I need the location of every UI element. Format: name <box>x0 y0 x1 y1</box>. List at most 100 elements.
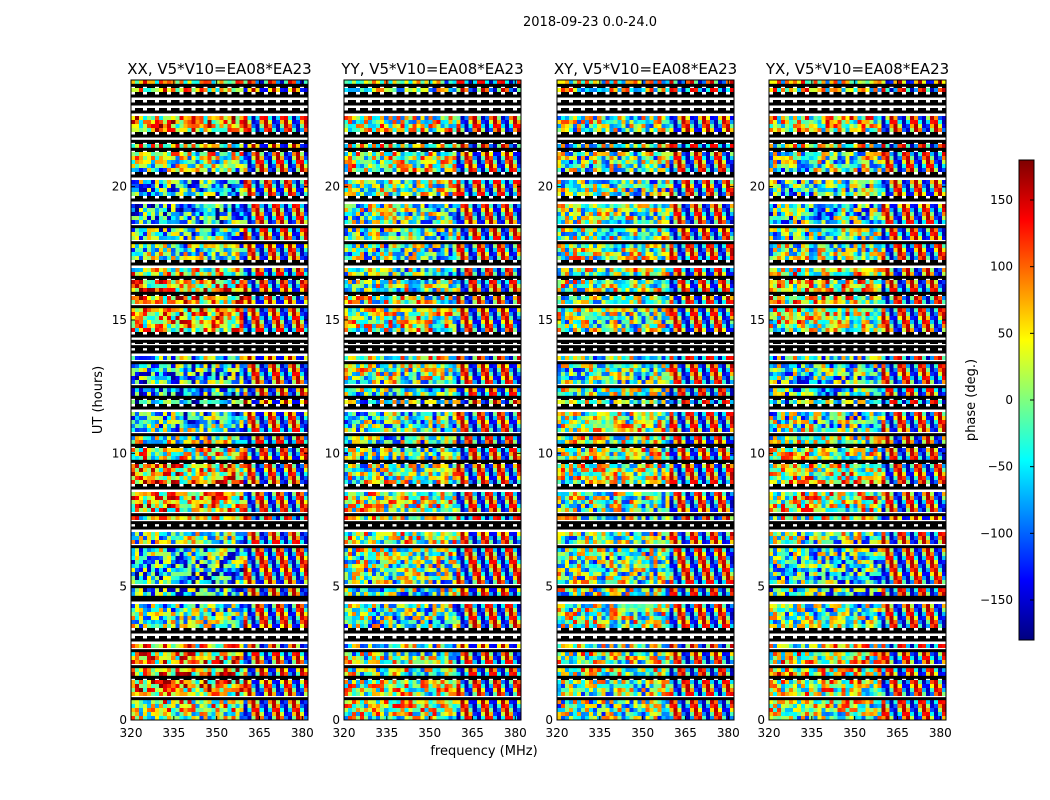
flagged-row <box>344 102 521 106</box>
flagged-row <box>131 94 308 98</box>
flagged-row <box>344 598 521 602</box>
y-tick-label: 0 <box>119 713 127 727</box>
flagged-row <box>344 665 521 669</box>
flagged-row <box>557 339 734 343</box>
flagged-row <box>557 595 734 599</box>
flagged-row <box>557 585 734 589</box>
y-tick-label: 15 <box>112 313 127 327</box>
flagged-row <box>131 526 308 530</box>
flagged-row <box>769 486 946 490</box>
y-tick-label: 0 <box>545 713 553 727</box>
flagged-row <box>344 406 521 410</box>
flagged-row <box>131 486 308 490</box>
flagged-row <box>769 94 946 98</box>
flagged-row <box>344 361 521 365</box>
flagged-row <box>131 697 308 701</box>
flagged-row <box>131 513 308 517</box>
flagged-row <box>557 83 734 87</box>
flagged-row <box>557 443 734 447</box>
flagged-row <box>344 198 521 202</box>
flagged-row <box>344 147 521 151</box>
y-tick-label: 0 <box>757 713 765 727</box>
flagged-row <box>769 675 946 679</box>
flagged-row <box>769 291 946 295</box>
flagged-row <box>344 638 521 642</box>
flagged-row <box>769 241 946 245</box>
flagged-row <box>344 139 521 143</box>
panel-heatmap <box>131 80 308 720</box>
x-tick-label: 320 <box>333 726 356 740</box>
x-tick-label: 335 <box>162 726 185 740</box>
colorbar-label: phase (deg.) <box>964 359 979 441</box>
flagged-row <box>344 345 521 349</box>
flagged-row <box>557 241 734 245</box>
flagged-row <box>344 443 521 447</box>
panel-frame <box>556 79 735 721</box>
flagged-row <box>344 110 521 114</box>
flagged-row <box>344 649 521 653</box>
flagged-row <box>557 675 734 679</box>
flagged-row <box>344 305 521 309</box>
flagged-row <box>769 110 946 114</box>
x-tick-label: 365 <box>886 726 909 740</box>
x-tick-label: 380 <box>291 726 314 740</box>
y-tick-label: 20 <box>538 180 553 194</box>
y-tick-label: 20 <box>112 180 127 194</box>
flagged-row <box>557 545 734 549</box>
flagged-row <box>344 630 521 634</box>
flagged-row <box>557 291 734 295</box>
y-tick-label: 15 <box>750 313 765 327</box>
flagged-row <box>557 102 734 106</box>
flagged-row <box>557 433 734 437</box>
flagged-row <box>131 385 308 389</box>
flagged-row <box>131 521 308 525</box>
flagged-row <box>344 521 521 525</box>
flagged-row <box>344 334 521 338</box>
flagged-row <box>344 241 521 245</box>
flagged-row <box>557 638 734 642</box>
panel-heatmap <box>344 80 521 720</box>
flagged-row <box>131 350 308 354</box>
x-tick-label: 320 <box>546 726 569 740</box>
x-tick-label: 320 <box>120 726 143 740</box>
flagged-row <box>769 198 946 202</box>
flagged-row <box>769 521 946 525</box>
colorbar-tick-label: 100 <box>990 260 1013 274</box>
panel-4: YX, V5*V10=EA08*EA23 320 335 350 365 380 0 5 10 1… <box>750 60 952 740</box>
flagged-row <box>769 406 946 410</box>
flagged-row <box>769 139 946 143</box>
flagged-row <box>557 225 734 229</box>
y-tick-label: 15 <box>325 313 340 327</box>
flagged-row <box>769 225 946 229</box>
flagged-row <box>344 83 521 87</box>
flagged-row <box>344 395 521 399</box>
flagged-row <box>557 486 734 490</box>
flagged-row <box>131 139 308 143</box>
flagged-row <box>131 225 308 229</box>
panel-1: XX, V5*V10=EA08*EA23 320 335 350 365 380 0 5 10 1… <box>112 60 314 740</box>
flagged-row <box>769 147 946 151</box>
flagged-row <box>131 406 308 410</box>
flagged-row <box>769 385 946 389</box>
flagged-row <box>344 486 521 490</box>
x-tick-label: 335 <box>800 726 823 740</box>
flagged-row <box>557 147 734 151</box>
panel-frame <box>768 79 947 721</box>
flagged-row <box>769 697 946 701</box>
flagged-row <box>131 630 308 634</box>
flagged-row <box>131 334 308 338</box>
flagged-row <box>131 198 308 202</box>
flagged-row <box>344 291 521 295</box>
x-tick-label: 350 <box>843 726 866 740</box>
flagged-row <box>557 459 734 463</box>
flagged-row <box>557 526 734 530</box>
flagged-row <box>769 350 946 354</box>
flagged-row <box>344 174 521 178</box>
flagged-row <box>344 697 521 701</box>
flagged-row <box>131 174 308 178</box>
flagged-row <box>131 345 308 349</box>
flagged-row <box>769 395 946 399</box>
flagged-row <box>557 406 734 410</box>
flagged-row <box>131 545 308 549</box>
